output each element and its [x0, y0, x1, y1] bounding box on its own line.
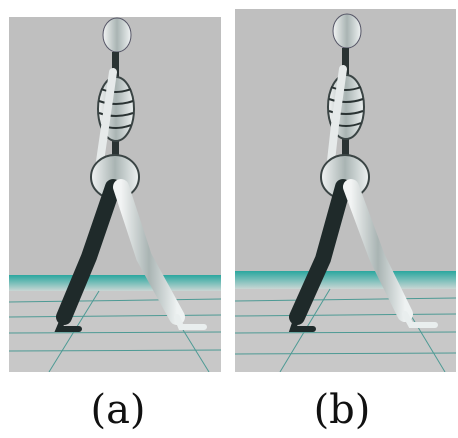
caption-a: (a)	[90, 387, 146, 433]
leg-front	[343, 179, 413, 322]
skeleton-figure	[54, 17, 207, 332]
caption-b: (b)	[313, 387, 371, 433]
floor	[9, 275, 221, 372]
foot-back	[288, 314, 316, 332]
foot-front	[402, 311, 438, 328]
skull	[102, 17, 132, 53]
skeleton-figure	[288, 13, 438, 332]
skull	[332, 13, 362, 49]
walking-skeleton-image-a	[9, 17, 221, 372]
leg-front	[113, 179, 185, 325]
floor-band	[9, 275, 221, 291]
leg-back	[289, 179, 351, 325]
walking-skeleton-image-b	[235, 13, 456, 372]
leg-back	[56, 179, 121, 325]
figure-panel-b	[235, 9, 456, 372]
foot-front	[174, 314, 207, 330]
figure-panel-a	[9, 17, 221, 372]
floor-grid	[9, 290, 221, 372]
floor-band	[235, 271, 456, 289]
foot-back	[54, 314, 82, 332]
